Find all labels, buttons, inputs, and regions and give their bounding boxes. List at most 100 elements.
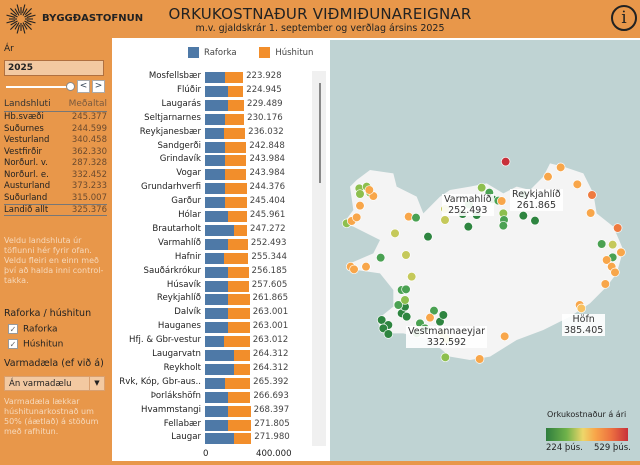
- bar-hushitun[interactable]: [225, 72, 244, 83]
- chart-row[interactable]: Reykholt 264.312: [112, 363, 330, 375]
- bar-raforka[interactable]: [205, 113, 226, 125]
- bar-hushitun[interactable]: [234, 224, 248, 236]
- location-dot[interactable]: [400, 295, 410, 305]
- location-dot[interactable]: [543, 172, 553, 182]
- location-dot[interactable]: [364, 185, 374, 195]
- bar-hushitun[interactable]: [233, 433, 252, 445]
- chart-row[interactable]: Garður 245.404: [112, 196, 330, 209]
- location-dot[interactable]: [576, 303, 586, 313]
- chart-row[interactable]: Grindavík 243.984: [112, 154, 330, 167]
- bar-hushitun[interactable]: [224, 127, 246, 139]
- chart-row[interactable]: Dalvík 263.001: [112, 307, 330, 320]
- bar-raforka[interactable]: [205, 224, 235, 236]
- chart-row[interactable]: Seltjarnarnes 230.176: [112, 113, 330, 125]
- bar-hushitun[interactable]: [224, 252, 249, 264]
- bar-hushitun[interactable]: [228, 266, 249, 278]
- bar-hushitun[interactable]: [224, 155, 247, 167]
- bar-hushitun[interactable]: [228, 238, 248, 250]
- location-dot[interactable]: [597, 239, 607, 249]
- bar-hushitun[interactable]: [228, 85, 244, 97]
- bar-hushitun[interactable]: [224, 197, 247, 209]
- location-dot[interactable]: [496, 196, 507, 206]
- chart-row[interactable]: Laugar 271.980: [112, 432, 330, 445]
- bar-hushitun[interactable]: [233, 350, 250, 361]
- location-dot[interactable]: [500, 157, 511, 167]
- chart-row[interactable]: Þorlákshöfn 266.693: [112, 391, 330, 403]
- location-dot[interactable]: [556, 162, 566, 172]
- location-dot[interactable]: [498, 221, 508, 231]
- chart-row[interactable]: Laugarás 229.489: [112, 99, 330, 111]
- chart-row[interactable]: Reykjanesbær 236.032: [112, 127, 330, 139]
- bar-hushitun[interactable]: [225, 183, 247, 195]
- chart-row[interactable]: Varmahlíð 252.493: [112, 238, 330, 250]
- chart-row[interactable]: Flúðir 224.945: [112, 85, 330, 97]
- location-dot[interactable]: [613, 223, 623, 233]
- bar-raforka[interactable]: [205, 363, 234, 375]
- location-dot[interactable]: [401, 250, 411, 260]
- bar-raforka[interactable]: [205, 433, 234, 445]
- chart-row[interactable]: Hvammstangi 268.397: [112, 405, 330, 417]
- slider-thumb[interactable]: [66, 82, 75, 91]
- bar-hushitun[interactable]: [225, 377, 251, 389]
- bar-hushitun[interactable]: [228, 294, 250, 306]
- bar-raforka[interactable]: [205, 391, 229, 403]
- bar-raforka[interactable]: [205, 280, 229, 292]
- location-dot[interactable]: [616, 247, 626, 257]
- bar-raforka[interactable]: [205, 197, 225, 209]
- location-dot[interactable]: [440, 215, 450, 225]
- bar-raforka[interactable]: [205, 322, 229, 334]
- location-dot[interactable]: [401, 284, 411, 294]
- scrollbar-thumb[interactable]: [319, 83, 321, 183]
- region-row[interactable]: Hb.svæði 245.377: [4, 112, 107, 124]
- bar-raforka[interactable]: [205, 72, 226, 83]
- prev-year-button[interactable]: <: [77, 80, 90, 93]
- chart-row[interactable]: Reykjahlíð 261.865: [112, 293, 330, 306]
- chart-row[interactable]: Sauðárkrókur 256.185: [112, 266, 330, 278]
- raforka-checkbox[interactable]: ✓ Raforka: [8, 324, 108, 336]
- hushitun-checkbox[interactable]: ✓ Húshitun: [8, 339, 108, 351]
- bar-hushitun[interactable]: [228, 405, 251, 417]
- region-row[interactable]: Austurland 373.233: [4, 181, 107, 193]
- bar-raforka[interactable]: [205, 266, 229, 278]
- bar-hushitun[interactable]: [228, 322, 250, 334]
- map-canvas[interactable]: [330, 40, 640, 461]
- heat-pump-select[interactable]: Án varmadælu ▼: [4, 376, 105, 391]
- byggdastofnun-logo[interactable]: BYGGÐASTOFNUN: [4, 2, 143, 36]
- bar-raforka[interactable]: [205, 85, 229, 97]
- chart-row[interactable]: Hfj. & Gbr-vestur 263.012: [112, 335, 330, 348]
- bar-raforka[interactable]: [205, 252, 225, 264]
- location-dot[interactable]: [355, 201, 365, 211]
- chart-row[interactable]: Fellabær 271.805: [112, 419, 330, 431]
- bar-raforka[interactable]: [205, 141, 225, 153]
- region-row[interactable]: Vesturland 340.458: [4, 135, 107, 147]
- location-dot[interactable]: [438, 310, 448, 320]
- location-dot[interactable]: [425, 312, 435, 323]
- location-dot[interactable]: [355, 189, 365, 199]
- bar-raforka[interactable]: [205, 308, 229, 320]
- location-dot[interactable]: [429, 305, 439, 316]
- chart-row[interactable]: Laugarvatn 264.312: [112, 349, 330, 361]
- chart-row[interactable]: Hafnir 255.344: [112, 252, 330, 264]
- chart-scrollbar[interactable]: [312, 71, 326, 446]
- info-icon[interactable]: i: [611, 5, 637, 31]
- next-year-button[interactable]: >: [92, 80, 105, 93]
- region-total-row[interactable]: Landið allt 325.376: [4, 204, 107, 216]
- location-dot[interactable]: [499, 331, 510, 341]
- chart-row[interactable]: Brautarholt 247.272: [112, 224, 330, 236]
- bar-raforka[interactable]: [205, 350, 234, 361]
- bar-raforka[interactable]: [205, 169, 225, 181]
- bar-raforka[interactable]: [205, 336, 225, 348]
- location-dot[interactable]: [530, 216, 540, 226]
- location-dot[interactable]: [608, 240, 618, 250]
- chart-row[interactable]: Rvk, Kóp, Gbr-aus.. 265.392: [112, 377, 330, 389]
- bar-raforka[interactable]: [205, 419, 229, 431]
- bar-raforka[interactable]: [205, 127, 225, 139]
- region-row[interactable]: Vestfirðir 362.330: [4, 147, 107, 159]
- location-dot[interactable]: [361, 261, 371, 272]
- location-dot[interactable]: [352, 212, 362, 222]
- location-dot[interactable]: [390, 228, 400, 238]
- chart-row[interactable]: Hólar 245.961: [112, 210, 330, 222]
- chart-row[interactable]: Grundarhverfi 244.376: [112, 182, 330, 195]
- location-dot[interactable]: [463, 222, 473, 232]
- bar-hushitun[interactable]: [228, 419, 252, 431]
